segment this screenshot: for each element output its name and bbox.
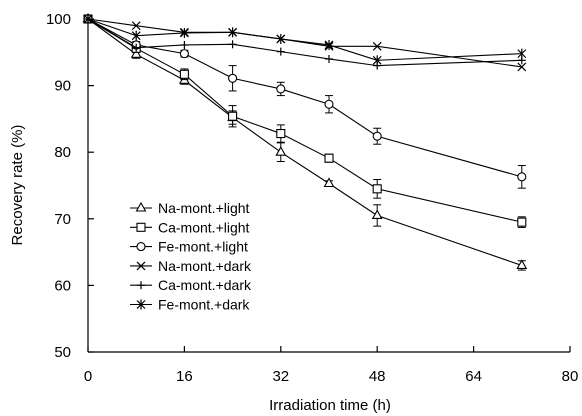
legend: Na-mont.+light Ca-mont.+light Fe-mont.+lig… bbox=[130, 200, 252, 313]
legend-label: Ca-mont.+light bbox=[158, 219, 250, 235]
legend-item: Na-mont.+dark bbox=[130, 258, 252, 274]
data-point bbox=[517, 217, 527, 227]
legend-marker bbox=[136, 299, 146, 310]
data-point bbox=[324, 153, 334, 163]
legend-item: Ca-mont.+dark bbox=[130, 277, 252, 293]
legend-label: Na-mont.+light bbox=[158, 200, 250, 216]
data-point bbox=[228, 27, 238, 38]
series-layer bbox=[82, 12, 528, 271]
data-point bbox=[228, 40, 237, 49]
y-tick-label: 60 bbox=[54, 277, 71, 294]
legend-item: Na-mont.+light bbox=[130, 200, 250, 216]
data-point bbox=[180, 40, 189, 49]
x-tick-label: 0 bbox=[84, 368, 92, 385]
data-point bbox=[372, 55, 382, 66]
data-point bbox=[179, 49, 189, 59]
y-tick-label: 100 bbox=[46, 11, 71, 28]
data-point bbox=[276, 129, 286, 139]
legend-marker bbox=[136, 222, 146, 232]
data-point bbox=[517, 172, 527, 182]
legend-marker bbox=[136, 242, 146, 252]
series-line bbox=[87, 18, 522, 223]
x-axis-label: Irradiation time (h) bbox=[269, 397, 391, 414]
data-point bbox=[132, 43, 141, 52]
x-tick-label: 48 bbox=[369, 368, 386, 385]
series-line bbox=[87, 18, 522, 61]
legend-label: Na-mont.+dark bbox=[158, 258, 252, 274]
data-point bbox=[372, 184, 382, 194]
x-tick-label: 80 bbox=[562, 368, 579, 385]
data-point bbox=[372, 131, 382, 141]
y-tick-label: 70 bbox=[54, 211, 71, 228]
series-line bbox=[87, 18, 522, 67]
y-tick-label: 80 bbox=[54, 144, 71, 161]
data-point bbox=[131, 30, 141, 41]
data-point bbox=[371, 209, 383, 220]
data-point bbox=[276, 84, 286, 94]
x-tick-label: 64 bbox=[465, 368, 482, 385]
x-tick-label: 16 bbox=[176, 368, 193, 385]
legend-marker bbox=[136, 261, 146, 271]
series-line bbox=[87, 18, 522, 178]
data-point bbox=[325, 54, 333, 63]
data-point bbox=[83, 14, 93, 24]
legend-item: Fe-mont.+light bbox=[130, 239, 248, 255]
legend-marker bbox=[135, 201, 147, 212]
data-point bbox=[228, 73, 238, 83]
legend-label: Fe-mont.+dark bbox=[158, 297, 250, 313]
data-point bbox=[324, 39, 334, 50]
legend-item: Fe-mont.+dark bbox=[130, 297, 250, 313]
data-point bbox=[323, 177, 335, 188]
series-line bbox=[87, 18, 522, 68]
series-1 bbox=[82, 12, 528, 271]
data-point bbox=[179, 27, 189, 38]
y-tick-label: 90 bbox=[54, 78, 71, 95]
series-3 bbox=[83, 14, 527, 189]
legend-label: Fe-mont.+light bbox=[158, 239, 248, 255]
data-point bbox=[517, 48, 527, 59]
legend-label: Ca-mont.+dark bbox=[158, 277, 252, 293]
x-tick-label: 32 bbox=[272, 368, 289, 385]
data-point bbox=[517, 62, 527, 72]
series-6 bbox=[83, 14, 527, 66]
data-point bbox=[372, 41, 382, 51]
data-point bbox=[179, 69, 189, 79]
data-point bbox=[228, 111, 238, 121]
axes bbox=[87, 18, 571, 353]
data-point bbox=[131, 21, 141, 31]
series-line bbox=[87, 18, 522, 266]
data-point bbox=[276, 47, 285, 56]
data-point bbox=[275, 146, 287, 156]
data-point bbox=[276, 33, 286, 44]
data-point bbox=[324, 99, 334, 109]
legend-marker bbox=[137, 281, 145, 290]
tick-labels: 50 60 70 80 90 100 0 16 32 48 64 80 bbox=[46, 11, 578, 385]
data-point bbox=[130, 48, 142, 58]
legend-item: Ca-mont.+light bbox=[130, 219, 250, 235]
y-axis-label: Recovery rate (%) bbox=[9, 125, 26, 246]
data-point bbox=[516, 259, 528, 269]
y-tick-label: 50 bbox=[54, 344, 71, 361]
